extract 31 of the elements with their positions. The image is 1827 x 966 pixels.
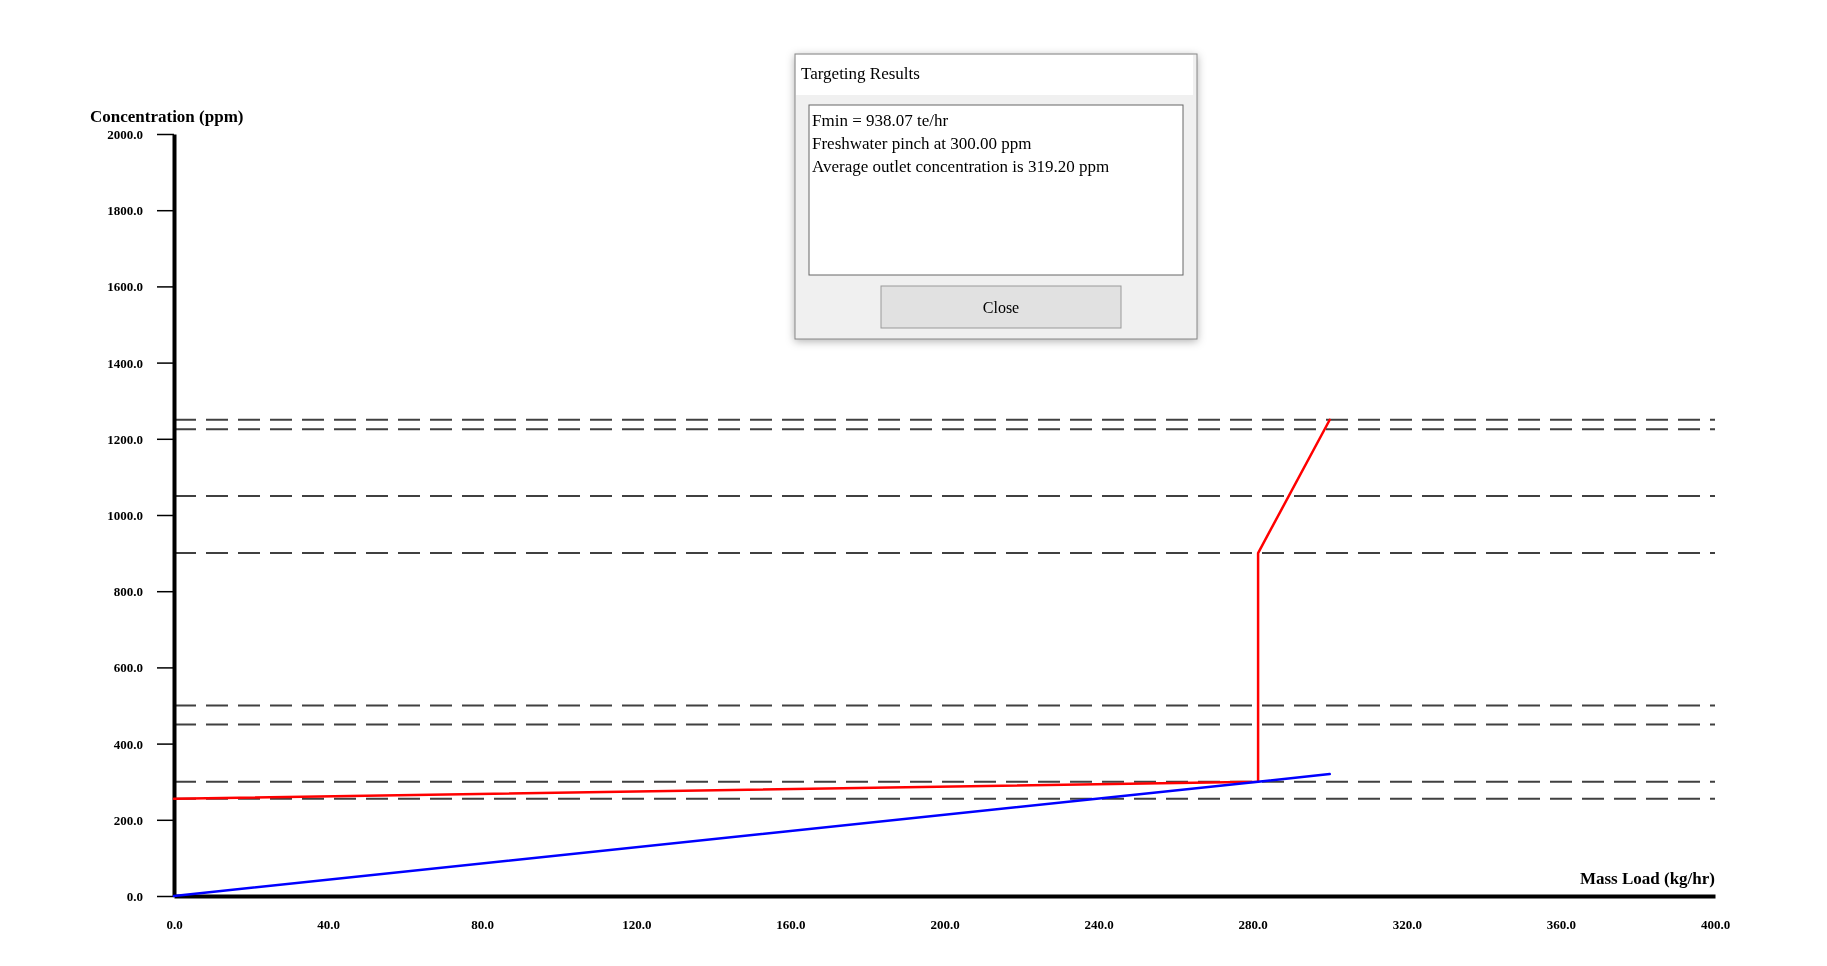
x-tick-label: 400.0 (1700, 917, 1731, 933)
close-button: Close (880, 285, 1122, 329)
x-tick-label: 320.0 (1392, 917, 1422, 933)
annotation: Average outlet concentration is 319.20 ppm (812, 157, 1110, 176)
x-tick-label: 280.0 (1238, 917, 1268, 933)
line-series (172, 418, 1331, 801)
y-tick-label: 400.0 (113, 736, 143, 752)
x-tick-label: 240.0 (1084, 917, 1114, 933)
x-tick-label: 80.0 (471, 917, 495, 933)
annotation: Close (982, 299, 1020, 316)
y-tick-label: 1800.0 (107, 203, 143, 219)
y-tick-label: 1600.0 (107, 279, 143, 295)
text: Targeting Results (801, 64, 920, 83)
y-tick-label: 0.0 (126, 889, 143, 904)
x-tick-label: 360.0 (1546, 917, 1577, 933)
x-tick-label: 160.0 (776, 917, 806, 933)
annotation: Freshwater pinch at 300.00 ppm (812, 134, 1032, 153)
x-tick-label: 0.0 (166, 917, 183, 933)
y-tick-label: 1400.0 (107, 355, 143, 371)
y-tick-label: 2000.0 (107, 127, 143, 142)
x-tick-label: 40.0 (317, 917, 340, 933)
y-tick-label: 200.0 (113, 812, 143, 828)
text: Fmin = 938.07 te/hr (812, 111, 949, 130)
y-axis-title: Concentration (ppm) (90, 107, 244, 126)
y-tick-label: 1200.0 (107, 431, 143, 447)
x-axis-title: Mass Load (kg/hr) (1579, 869, 1715, 888)
y-tick-label: 800.0 (113, 584, 143, 600)
y-tick-label: 600.0 (113, 660, 143, 676)
x-tick-label: 200.0 (930, 917, 960, 933)
y-tick-label: 1000.0 (107, 508, 143, 523)
x-tick-label: 120.0 (622, 917, 652, 933)
